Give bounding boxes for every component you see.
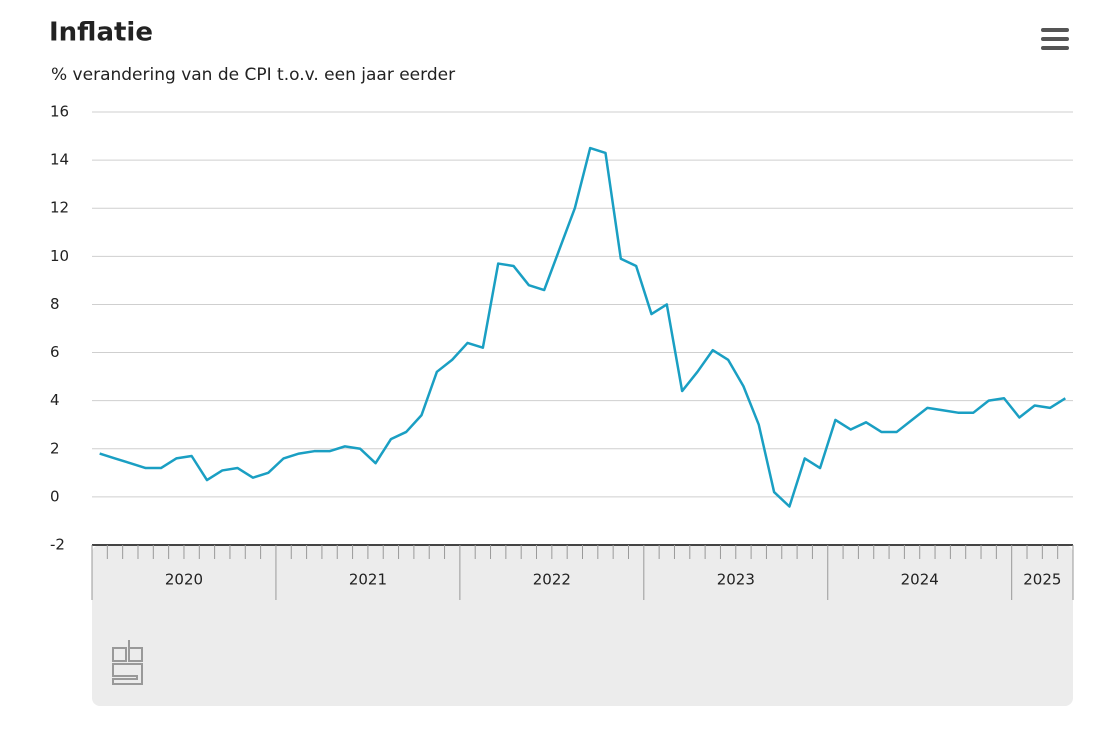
x-tick-label: 2022 — [533, 571, 571, 589]
x-tick-label: 2020 — [165, 571, 203, 589]
data-line — [99, 146, 1067, 508]
chart-title: Inflatie — [49, 18, 153, 48]
x-tick-label: 2025 — [1023, 571, 1061, 589]
y-tick-label: -2 — [50, 536, 65, 554]
y-tick-label: 6 — [50, 343, 60, 361]
logo — [112, 640, 143, 685]
x-tick-label: 2024 — [901, 571, 939, 589]
y-tick-label: 16 — [50, 103, 69, 121]
menu-button[interactable] — [1041, 28, 1069, 50]
y-tick-label: 4 — [50, 391, 60, 409]
y-tick-label: 0 — [50, 487, 60, 505]
y-tick-label: 14 — [50, 151, 69, 169]
chart-subtitle: % verandering van de CPI t.o.v. een jaar… — [51, 65, 455, 85]
y-tick-label: 10 — [50, 247, 69, 265]
footer-panel — [92, 545, 1073, 706]
x-tick-label: 2021 — [349, 571, 387, 589]
y-tick-label: 12 — [50, 199, 69, 217]
y-tick-label: 2 — [50, 439, 60, 457]
y-tick-label: 8 — [50, 295, 60, 313]
x-tick-label: 2023 — [717, 571, 755, 589]
